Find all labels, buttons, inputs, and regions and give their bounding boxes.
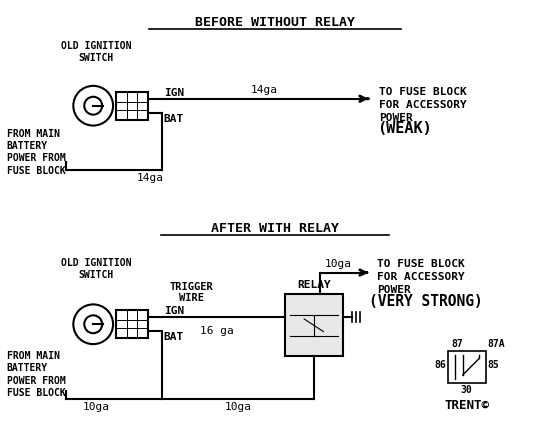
Bar (448, 351, 486, 383)
Text: 87: 87 (452, 339, 463, 349)
Text: 10ga: 10ga (325, 259, 352, 269)
Text: 30: 30 (461, 385, 472, 395)
Text: FROM MAIN
BATTERY
POWER FROM
FUSE BLOCK: FROM MAIN BATTERY POWER FROM FUSE BLOCK (7, 351, 65, 398)
Text: TRENT©: TRENT© (444, 399, 490, 412)
Text: TO FUSE BLOCK
FOR ACCESSORY
POWER: TO FUSE BLOCK FOR ACCESSORY POWER (379, 87, 467, 123)
Text: SWITCH: SWITCH (79, 53, 114, 63)
Text: (WEAK): (WEAK) (377, 120, 432, 136)
Bar (285, 294, 343, 356)
Text: IGN: IGN (164, 88, 184, 98)
Text: 14ga: 14ga (136, 173, 163, 183)
Text: 14ga: 14ga (251, 85, 278, 95)
Text: IGN: IGN (164, 306, 184, 316)
Text: BEFORE WITHOUT RELAY: BEFORE WITHOUT RELAY (195, 16, 355, 29)
Text: BAT: BAT (164, 332, 184, 342)
Text: 87A: 87A (488, 339, 505, 349)
Bar (116, 310, 148, 338)
Text: OLD IGNITION: OLD IGNITION (61, 41, 131, 51)
Bar (116, 92, 148, 120)
Text: SWITCH: SWITCH (79, 270, 114, 279)
Text: 85: 85 (488, 360, 499, 370)
Text: OLD IGNITION: OLD IGNITION (61, 258, 131, 268)
Text: TO FUSE BLOCK
FOR ACCESSORY
POWER: TO FUSE BLOCK FOR ACCESSORY POWER (377, 259, 465, 295)
Text: BAT: BAT (164, 114, 184, 124)
Text: 10ga: 10ga (224, 402, 251, 412)
Text: FROM MAIN
BATTERY
POWER FROM
FUSE BLOCK: FROM MAIN BATTERY POWER FROM FUSE BLOCK (7, 128, 65, 176)
Text: TRIGGER
WIRE: TRIGGER WIRE (170, 282, 213, 304)
Text: RELAY: RELAY (297, 281, 331, 290)
Text: 16 ga: 16 ga (200, 326, 233, 336)
Text: 10ga: 10ga (82, 402, 109, 412)
Text: AFTER WITH RELAY: AFTER WITH RELAY (211, 222, 339, 235)
Text: 86: 86 (434, 360, 446, 370)
Text: (VERY STRONG): (VERY STRONG) (370, 294, 483, 310)
